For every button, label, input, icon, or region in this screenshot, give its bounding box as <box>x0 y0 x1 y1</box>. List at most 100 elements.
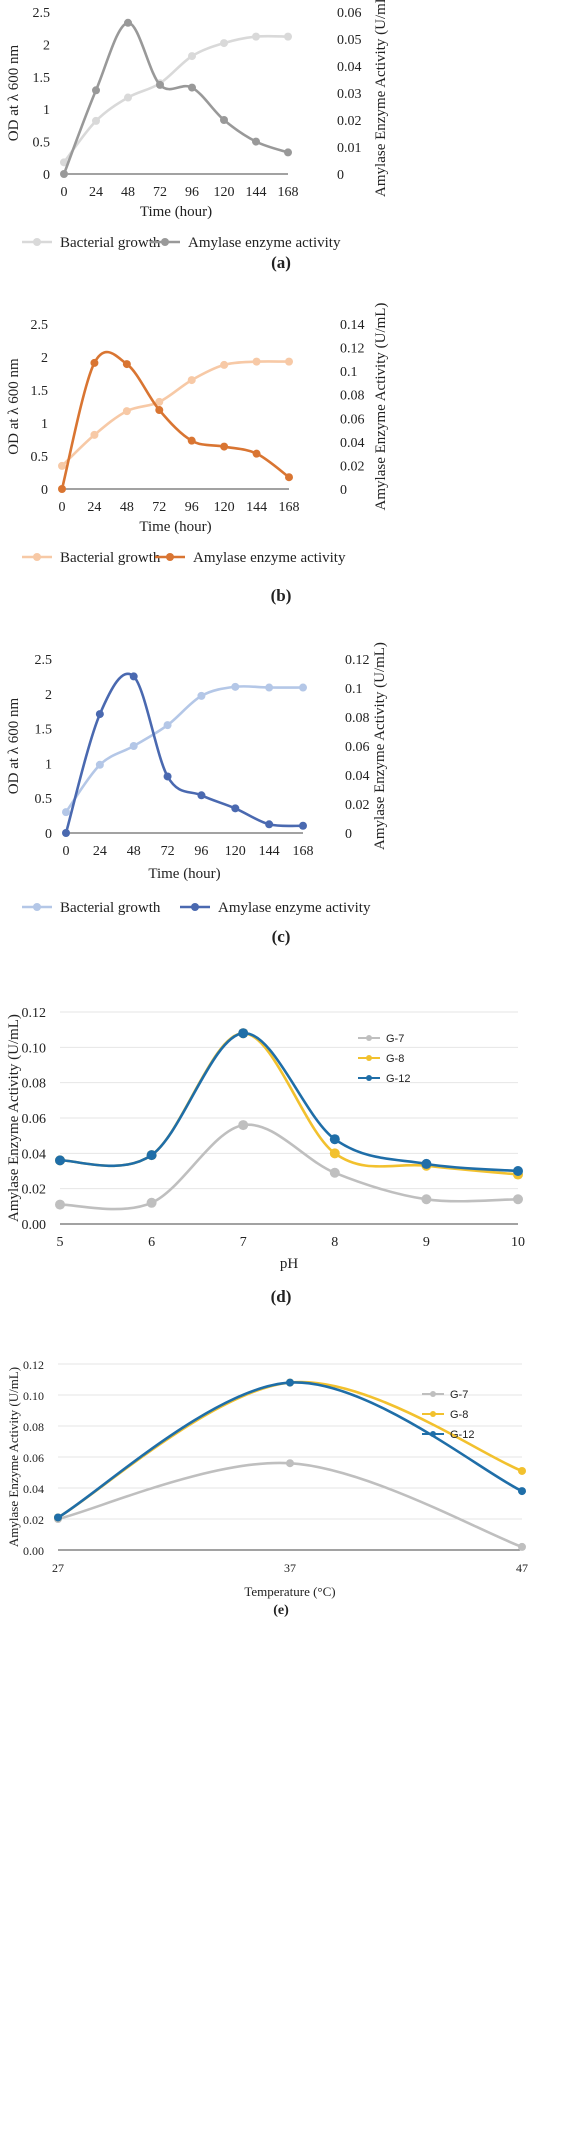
legend-marker <box>430 1411 436 1417</box>
x-tick-label: 144 <box>246 500 267 515</box>
x-tick-label: 27 <box>52 1561 64 1575</box>
y2-tick-label: 0.04 <box>340 436 365 451</box>
data-point <box>155 406 164 415</box>
data-point <box>95 710 104 719</box>
series-line <box>56 1461 524 1549</box>
y-tick-label: 1.5 <box>35 723 53 738</box>
legend-label: Amylase enzyme activity <box>188 235 341 251</box>
data-point <box>421 1158 432 1169</box>
y2-tick-label: 0.1 <box>345 682 363 697</box>
y-tick-label: 0.08 <box>22 1077 47 1092</box>
data-point <box>286 1459 294 1468</box>
x-axis-title: Temperature (°C) <box>244 1584 335 1599</box>
x-tick-label: 72 <box>161 844 175 859</box>
data-point <box>231 682 240 691</box>
data-point <box>265 683 274 692</box>
y-tick-label: 0.5 <box>33 136 51 151</box>
y-tick-label: 0 <box>43 168 50 183</box>
data-point <box>513 1194 523 1205</box>
x-tick-label: 6 <box>148 1235 155 1250</box>
chart-panel-e: 0.00 0.02 0.04 0.06 0.08 0.10 0.12 27 37 47 Temper… <box>6 1358 528 1618</box>
series-line <box>64 685 305 814</box>
data-point <box>188 83 196 92</box>
x-tick-label: 47 <box>516 1561 528 1575</box>
x-tick-label: 168 <box>279 500 300 515</box>
y2-tick-label: 0 <box>340 483 347 498</box>
y-tick-label: 0.06 <box>23 1451 44 1465</box>
series-line <box>62 21 290 176</box>
x-tick-label: 10 <box>511 1235 525 1250</box>
data-point <box>285 357 293 366</box>
data-point <box>187 376 196 385</box>
data-point <box>421 1194 432 1205</box>
x-tick-label: 120 <box>225 844 246 859</box>
data-point <box>54 1513 62 1522</box>
legend-marker <box>33 903 41 911</box>
data-point <box>188 52 196 61</box>
legend-label: Amylase enzyme activity <box>193 550 346 566</box>
x-tick-label: 9 <box>423 1235 430 1250</box>
data-point <box>90 430 99 439</box>
data-point <box>238 1120 249 1131</box>
data-point <box>285 473 293 482</box>
x-tick-label: 0 <box>61 185 68 200</box>
y-tick-label: 0.12 <box>22 1006 47 1021</box>
y-axis-title: Amylase Enzyme Activity (U/mL) <box>6 1014 22 1222</box>
x-tick-label: 24 <box>89 185 103 200</box>
x-tick-label: 96 <box>185 500 199 515</box>
y-tick-label: 0.02 <box>23 1513 44 1527</box>
data-point <box>329 1167 340 1178</box>
data-point <box>58 461 66 470</box>
y-tick-label: 1 <box>45 757 52 772</box>
data-point <box>122 360 131 369</box>
data-point <box>252 137 260 146</box>
x-tick-label: 120 <box>214 500 235 515</box>
data-point <box>146 1150 157 1161</box>
series-line <box>60 350 291 491</box>
y2-tick-label: 0.01 <box>337 141 362 156</box>
y2-axis-title: Amylase Enzyme Activity (U/mL) <box>372 642 388 850</box>
legend-label: G-7 <box>386 1033 404 1045</box>
x-axis-title: Time (hour) <box>140 204 212 220</box>
data-point <box>155 397 164 406</box>
x-tick-label: 48 <box>127 844 141 859</box>
y2-tick-label: 0.12 <box>345 653 370 668</box>
data-point <box>265 820 274 829</box>
chart-panel-a: 0 0.5 1 1.5 2 2.5 0 0.01 0.02 0.03 0.04 0.05 0.06 0 24… <box>6 0 389 272</box>
data-point <box>220 360 229 369</box>
data-point <box>299 821 307 830</box>
x-tick-label: 144 <box>259 844 280 859</box>
data-point <box>518 1542 526 1551</box>
panel-label: (a) <box>271 253 291 272</box>
x-tick-label: 8 <box>331 1235 338 1250</box>
data-point <box>122 407 131 416</box>
data-point <box>513 1166 523 1176</box>
legend-label: G-8 <box>450 1409 468 1421</box>
legend-marker <box>161 238 169 246</box>
y-tick-label: 0.00 <box>22 1218 47 1233</box>
y2-tick-label: 0.08 <box>345 711 370 726</box>
data-point <box>286 1378 294 1387</box>
x-tick-label: 24 <box>93 844 107 859</box>
data-point <box>252 32 260 41</box>
y2-tick-label: 0.06 <box>337 6 362 21</box>
legend-marker <box>366 1035 372 1041</box>
y-tick-label: 0 <box>45 827 52 842</box>
y-tick-label: 0.04 <box>23 1482 44 1496</box>
y-tick-label: 0.12 <box>23 1358 44 1372</box>
y2-tick-label: 0 <box>337 168 344 183</box>
y2-tick-label: 0.02 <box>340 459 365 474</box>
y2-tick-label: 0.04 <box>345 769 370 784</box>
data-point <box>129 672 138 681</box>
y2-tick-label: 0.06 <box>340 412 365 427</box>
y-tick-label: 1 <box>43 103 50 118</box>
legend-marker <box>166 553 174 561</box>
data-point <box>197 691 206 700</box>
y-axis-title: Amylase Enzyme Activity (U/mL) <box>6 1367 21 1547</box>
legend-marker <box>430 1391 436 1397</box>
data-point <box>92 86 100 95</box>
data-point <box>90 358 99 367</box>
data-point <box>252 357 261 366</box>
data-point <box>55 1199 65 1210</box>
